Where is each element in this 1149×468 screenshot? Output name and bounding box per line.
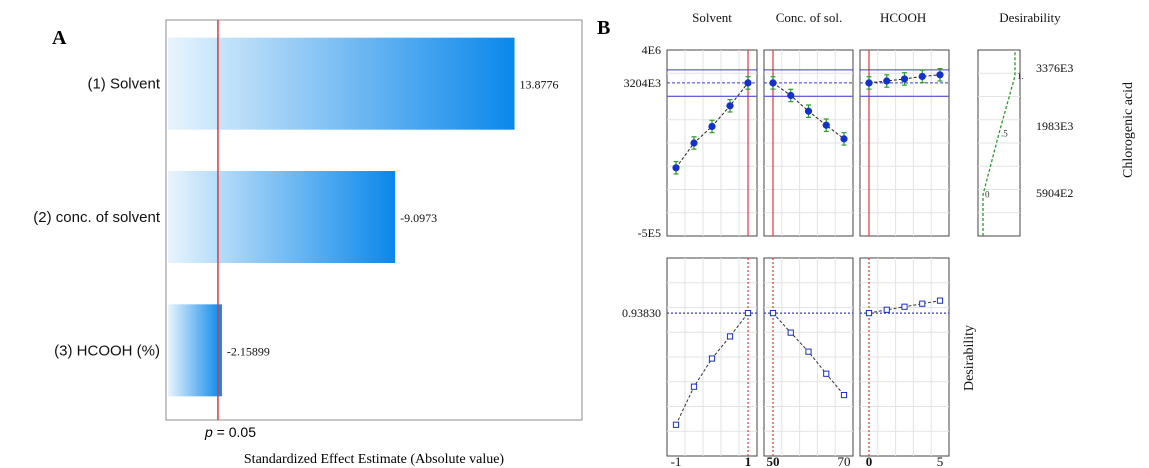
response-point <box>900 75 909 83</box>
right-tick-label: 3376E3 <box>1036 61 1073 75</box>
y-tick-label: 4E6 <box>642 43 661 57</box>
desirability-function-line <box>982 50 1016 236</box>
bar <box>168 304 222 397</box>
bar <box>168 37 515 130</box>
column-title: Desirability <box>999 10 1061 25</box>
significance-label: p = 0.05 <box>204 424 256 440</box>
bar-value-label: -9.0973 <box>400 211 437 225</box>
panel-a-label: A <box>52 27 67 49</box>
desirability-level-label: 1. <box>1017 71 1024 81</box>
x-tick-label: 5 <box>937 454 944 468</box>
x-tick-label: -1 <box>671 454 682 468</box>
response-point <box>769 79 777 87</box>
desirability-point <box>744 309 752 317</box>
desirability-level-label: 0 <box>985 190 990 200</box>
category-label: (3) HCOOH (%) <box>54 342 160 359</box>
desirability-axis-title: Desirability <box>962 325 977 391</box>
significance-threshold: = 0.05 <box>213 424 256 440</box>
desirability-point <box>672 421 680 428</box>
panel-a: A (1) Solvent 13.8776 (2) conc. of solvent… <box>33 19 583 467</box>
desirability-point <box>805 348 812 355</box>
right-tick-label: 5904E2 <box>1036 186 1073 200</box>
x-axis-title: Standardized Effect Estimate (Absolute v… <box>244 452 505 467</box>
response-point <box>918 72 926 81</box>
column-title: Conc. of sol. <box>776 10 842 25</box>
desirability-level-label: .5 <box>1001 128 1008 138</box>
bar-value-label: 13.8776 <box>520 78 559 92</box>
x-tick-label: 70 <box>838 454 851 468</box>
desirability-point <box>936 297 944 304</box>
response-point <box>865 79 873 87</box>
category-label: (2) conc. of solvent <box>33 209 161 226</box>
bar-value-label: -2.15899 <box>227 344 270 358</box>
desirability-point <box>823 370 830 377</box>
desirability-point <box>690 383 698 390</box>
desirability-point <box>769 309 777 317</box>
response-point <box>690 139 698 147</box>
column-title: HCOOH <box>880 10 926 25</box>
response-point <box>936 71 944 79</box>
response-point <box>726 102 734 110</box>
column-title: Solvent <box>692 10 732 25</box>
panel-b: B Solvent Conc. of sol. HCOOH Desirability 4… <box>597 10 1136 468</box>
desirability-point <box>840 391 848 399</box>
desirability-point <box>901 303 908 310</box>
bar-group: (1) Solvent 13.8776 (2) conc. of solvent -9… <box>33 20 559 420</box>
desirability-point <box>919 300 926 307</box>
category-label: (1) Solvent <box>87 76 160 93</box>
response-axis-title: Chlorogenic acid <box>1121 82 1136 178</box>
response-point <box>744 79 752 87</box>
right-tick-label: 1983E3 <box>1036 119 1073 133</box>
response-point <box>672 164 680 172</box>
x-tick-label: 0 <box>866 454 873 468</box>
y-tick-label: 3204E3 <box>624 76 661 90</box>
x-tick-label: 50 <box>767 454 780 468</box>
desirability-point <box>787 329 794 336</box>
desirability-point <box>865 309 873 317</box>
desirability-point <box>708 355 716 362</box>
x-tick-label: 1 <box>745 454 752 468</box>
y-tick-label: -5E5 <box>638 226 661 240</box>
response-point <box>822 121 830 129</box>
bar <box>168 171 396 263</box>
desirability-point <box>726 333 734 340</box>
panel-b-label: B <box>597 17 610 39</box>
y-tick-label: 0.93830 <box>622 306 661 320</box>
response-point <box>787 91 795 100</box>
profiler-grid: Solvent Conc. of sol. HCOOH Desirability 4E6… <box>622 10 1136 468</box>
significance-p: p <box>204 424 213 440</box>
desirability-point <box>883 306 890 313</box>
response-point <box>883 77 891 85</box>
response-point <box>708 122 716 131</box>
response-point <box>840 135 848 143</box>
response-point <box>804 107 813 115</box>
